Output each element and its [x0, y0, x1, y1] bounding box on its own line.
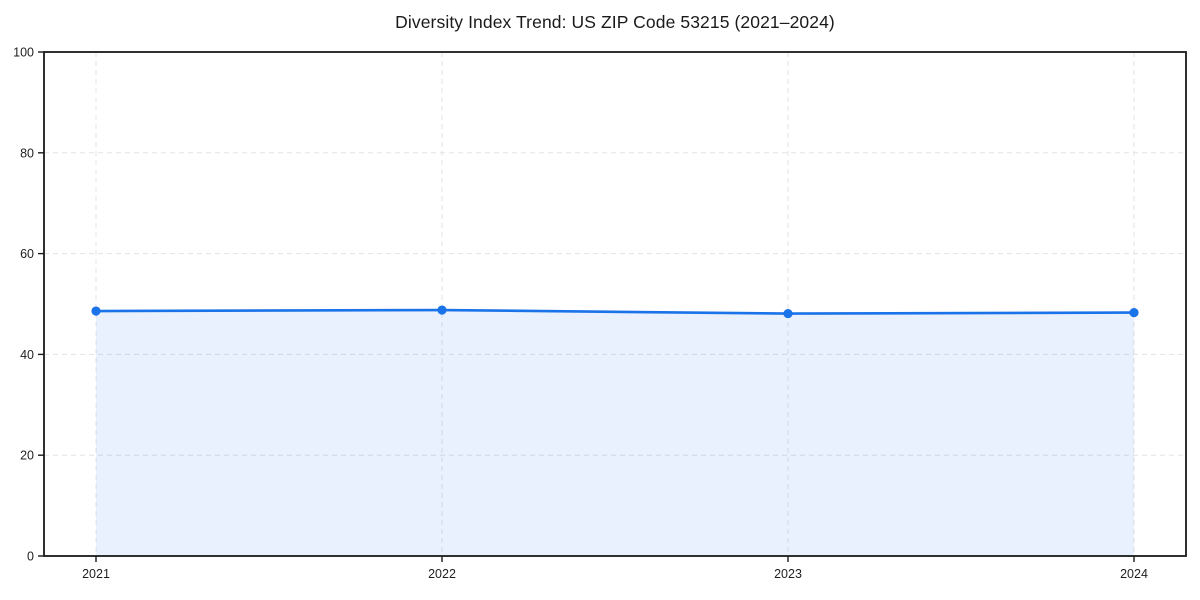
data-points [91, 305, 1139, 319]
data-point-2022 [437, 305, 447, 315]
plot-border [43, 51, 1187, 557]
chart-title: Diversity Index Trend: US ZIP Code 53215… [395, 12, 835, 32]
y-tick-label: 80 [20, 146, 34, 160]
x-tick-label: 2023 [774, 567, 802, 581]
y-tick-label: 40 [20, 348, 34, 362]
x-tick-label: 2021 [82, 567, 110, 581]
y-tick-label: 0 [27, 550, 34, 564]
x-tick-label: 2022 [428, 567, 456, 581]
data-point-2023 [783, 308, 793, 319]
x-tick-label: 2024 [1120, 567, 1148, 581]
data-point-2021 [91, 306, 101, 316]
gridlines [44, 52, 1186, 556]
axes: 0 20 40 60 80 100 2021 2022 2023 2024 [13, 46, 1148, 582]
trend-line [94, 308, 1136, 315]
y-tick-label: 60 [20, 247, 34, 261]
data-point-2024 [1129, 307, 1139, 318]
area-fill [96, 310, 1134, 556]
y-tick-label: 20 [20, 449, 34, 463]
y-tick-label: 100 [13, 46, 34, 60]
